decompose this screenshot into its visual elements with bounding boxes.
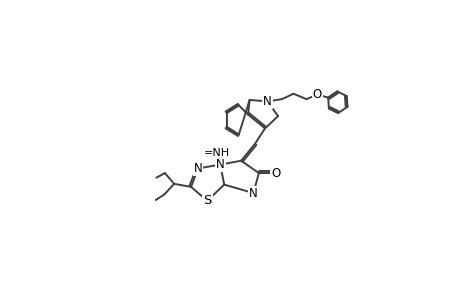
Text: N: N	[216, 158, 224, 171]
Text: O: O	[270, 167, 280, 180]
Text: N: N	[263, 95, 271, 108]
Text: S: S	[202, 194, 211, 207]
Text: =NH: =NH	[203, 148, 229, 158]
Text: O: O	[312, 88, 321, 101]
Text: N: N	[248, 187, 257, 200]
Text: N: N	[193, 162, 202, 175]
